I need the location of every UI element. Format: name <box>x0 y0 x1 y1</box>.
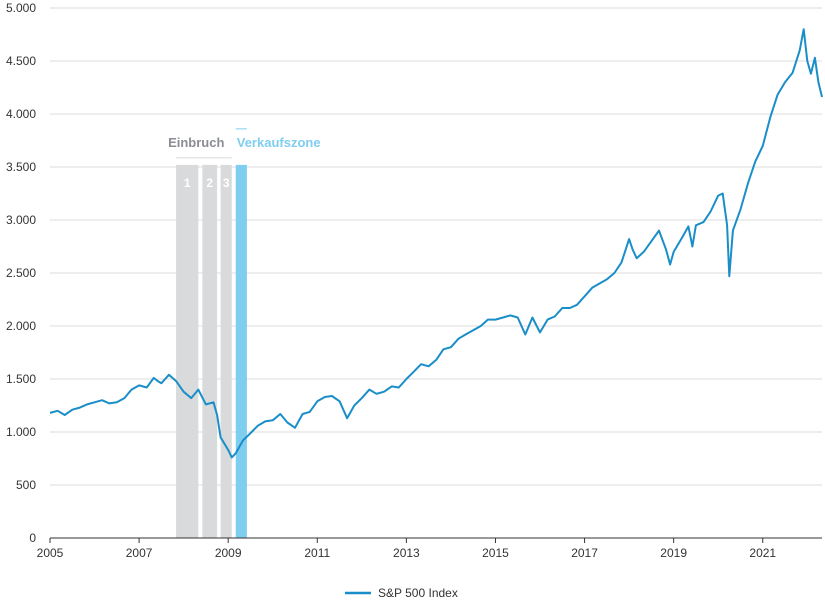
einbruch-phase-band <box>220 164 232 538</box>
y-tick-label: 3.000 <box>6 213 36 227</box>
x-tick-label: 2021 <box>749 546 776 560</box>
verkaufszone-label: Verkaufszone <box>237 135 321 150</box>
y-tick-label: 1.000 <box>6 425 36 439</box>
y-tick-label: 500 <box>16 478 36 492</box>
x-tick-label: 2019 <box>660 546 687 560</box>
legend: S&P 500 Index <box>345 586 458 600</box>
verkaufszone-band <box>235 164 247 538</box>
y-tick-label: 2.500 <box>6 266 36 280</box>
gridlines <box>50 7 822 486</box>
x-axis-ticks <box>49 538 764 543</box>
x-tick-label: 2017 <box>571 546 598 560</box>
x-tick-label: 2013 <box>393 546 420 560</box>
einbruch-label: Einbruch <box>168 135 224 150</box>
sp500-series-line <box>49 28 823 459</box>
x-tick-label: 2015 <box>482 546 509 560</box>
x-axis-labels: 2005 2007 2009 2011 2013 2015 2017 2019 2021 <box>37 546 777 560</box>
phase-number: 3 <box>223 176 230 190</box>
y-tick-label: 4.500 <box>6 54 36 68</box>
y-tick-label: 4.000 <box>6 107 36 121</box>
zone-header-einbruch: Einbruch <box>168 135 232 159</box>
einbruch-phase-band <box>176 164 199 538</box>
x-tick-label: 2007 <box>126 546 153 560</box>
x-tick-label: 2011 <box>304 546 330 560</box>
x-tick-label: 2005 <box>37 546 64 560</box>
phase-number: 1 <box>184 176 191 190</box>
x-tick-label: 2009 <box>215 546 242 560</box>
einbruch-phase-band <box>202 164 218 538</box>
legend-label: S&P 500 Index <box>378 586 458 600</box>
phase-number: 2 <box>206 176 213 190</box>
y-tick-label: 0 <box>29 531 36 545</box>
y-tick-label: 3.500 <box>6 160 36 174</box>
y-axis-labels: 0 500 1.000 1.500 2.000 2.500 3.000 3.500 4.000 4… <box>6 1 36 545</box>
y-tick-label: 2.000 <box>6 319 36 333</box>
zone-header-verkauf: Verkaufszone <box>235 128 321 150</box>
y-tick-label: 1.500 <box>6 372 36 386</box>
y-tick-label: 5.000 <box>6 1 36 15</box>
